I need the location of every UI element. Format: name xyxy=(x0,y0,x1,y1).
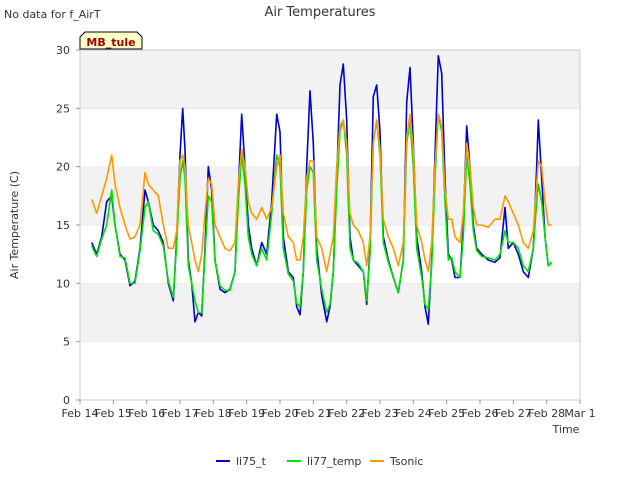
no-data-notice: No data for f_AirT xyxy=(4,8,101,21)
y-tick-label: 25 xyxy=(56,102,70,115)
x-tick-label: Feb 18 xyxy=(195,407,232,420)
x-tick-label: Feb 20 xyxy=(262,407,299,420)
grid-band xyxy=(80,50,580,109)
series-line-Tsonic xyxy=(90,113,552,273)
legend-label-li75_t: li75_t xyxy=(236,455,267,468)
y-tick-label: 15 xyxy=(56,219,70,232)
y-axis-label: Air Temperature (C) xyxy=(8,171,21,279)
x-tick-label: Feb 19 xyxy=(228,407,265,420)
y-tick-label: 5 xyxy=(63,336,70,349)
x-tick-label: Feb 27 xyxy=(495,407,532,420)
x-tick-label: Feb 28 xyxy=(528,407,565,420)
legend-label-Tsonic: Tsonic xyxy=(389,455,423,468)
y-tick-label: 10 xyxy=(56,277,70,290)
x-tick-label: Feb 14 xyxy=(62,407,99,420)
x-tick-label: Feb 23 xyxy=(362,407,399,420)
x-tick-label: Feb 26 xyxy=(462,407,499,420)
series-line-li77_temp xyxy=(90,113,553,314)
x-tick-label: Feb 16 xyxy=(128,407,165,420)
x-tick-label: Feb 24 xyxy=(395,407,432,420)
grid-band xyxy=(80,283,580,342)
grid-bands xyxy=(80,49,580,400)
grid-band xyxy=(80,341,580,400)
x-tick-label: Feb 25 xyxy=(428,407,465,420)
y-tick-label: 20 xyxy=(56,161,70,174)
x-tick-label: Feb 17 xyxy=(162,407,199,420)
x-axis-label: Time xyxy=(552,423,580,436)
legend: li75_t li77_temp Tsonic xyxy=(216,455,423,468)
grid-band xyxy=(80,108,580,167)
grid-band xyxy=(80,166,580,225)
legend-label-li77_temp: li77_temp xyxy=(307,455,361,468)
x-tick-label: Feb 15 xyxy=(95,407,132,420)
y-tick-label: 0 xyxy=(63,394,70,407)
x-tick-label: Mar 1 xyxy=(564,407,595,420)
y-tick-label: 30 xyxy=(56,44,70,57)
site-badge: MB_tule xyxy=(79,31,143,50)
chart-title: Air Temperatures xyxy=(264,5,375,20)
x-tick-label: Feb 22 xyxy=(328,407,365,420)
x-tick-label: Feb 21 xyxy=(295,407,332,420)
site-badge-label: MB_tule xyxy=(86,36,135,49)
series-lines xyxy=(90,55,553,325)
y-axis-ticks: 0 5 10 15 20 25 30 xyxy=(56,44,80,407)
